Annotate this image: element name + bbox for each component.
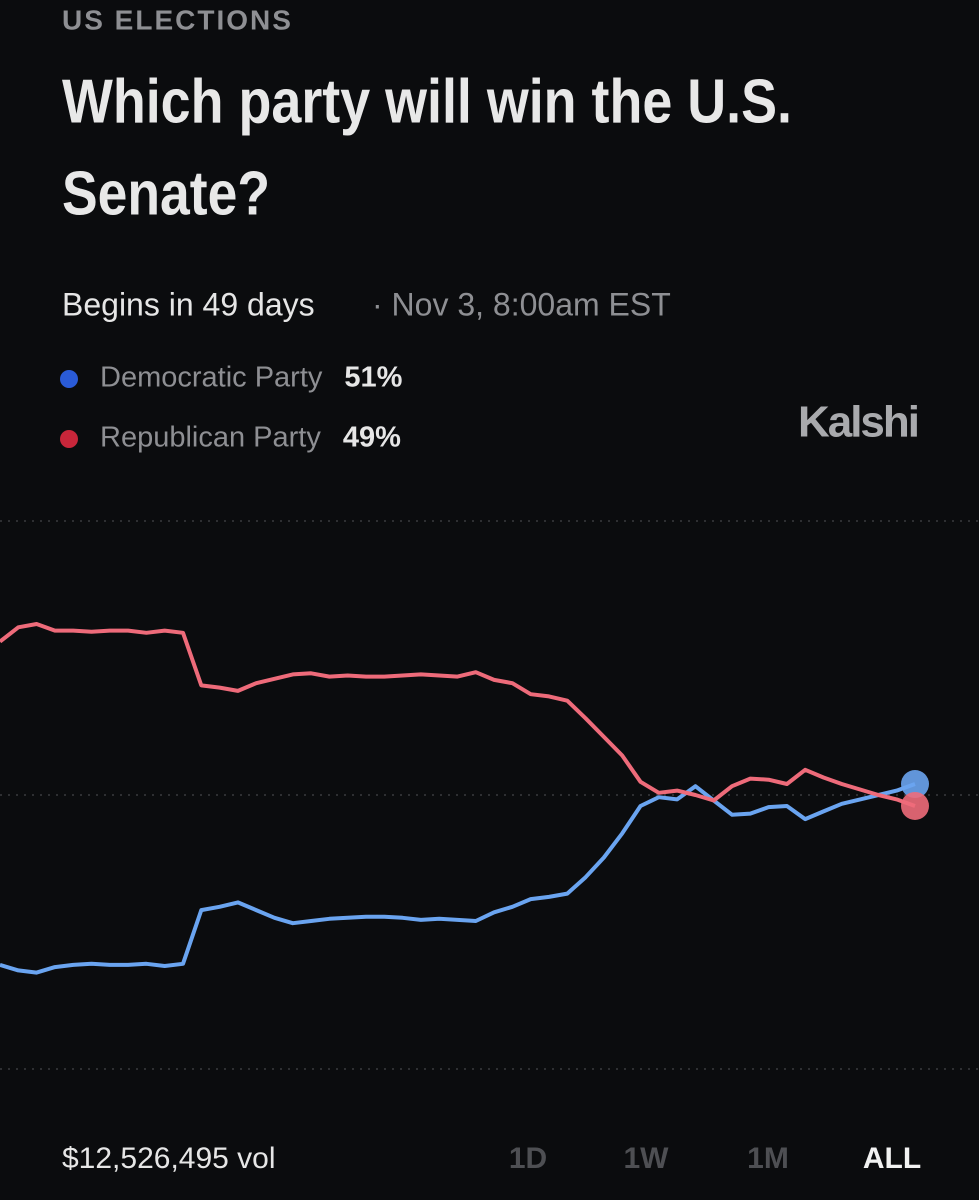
legend-dot <box>60 430 78 448</box>
range-button[interactable]: ALL <box>863 1142 921 1175</box>
legend-name: Republican Party <box>100 422 321 454</box>
plot <box>0 520 979 1070</box>
end-dot <box>901 770 929 799</box>
legend-dot <box>60 370 78 388</box>
series-line <box>0 782 916 975</box>
legend-name: Democratic Party <box>100 362 323 394</box>
brand-logo: Kalshi <box>798 398 918 447</box>
title-line: Which party will win the U.S. <box>62 67 792 136</box>
category: US ELECTIONS <box>62 4 293 35</box>
range-button[interactable]: 1M <box>747 1142 789 1175</box>
begins: Begins in 49 days <box>62 286 315 322</box>
series-line <box>0 622 916 808</box>
range-button[interactable]: 1W <box>624 1142 670 1175</box>
range-button[interactable]: 1D <box>509 1142 547 1175</box>
legend: Democratic Party 51% Republican Party 49% <box>60 362 403 454</box>
legend-value: 51% <box>344 362 402 394</box>
date: · Nov 3, 8:00am EST <box>372 286 671 322</box>
range-selector: 1D 1W 1M ALL <box>509 1142 921 1175</box>
volume: $12,526,495 vol <box>62 1142 276 1175</box>
legend-value: 49% <box>343 422 401 454</box>
end-dot <box>901 791 929 820</box>
title-line: Senate? <box>62 159 270 228</box>
